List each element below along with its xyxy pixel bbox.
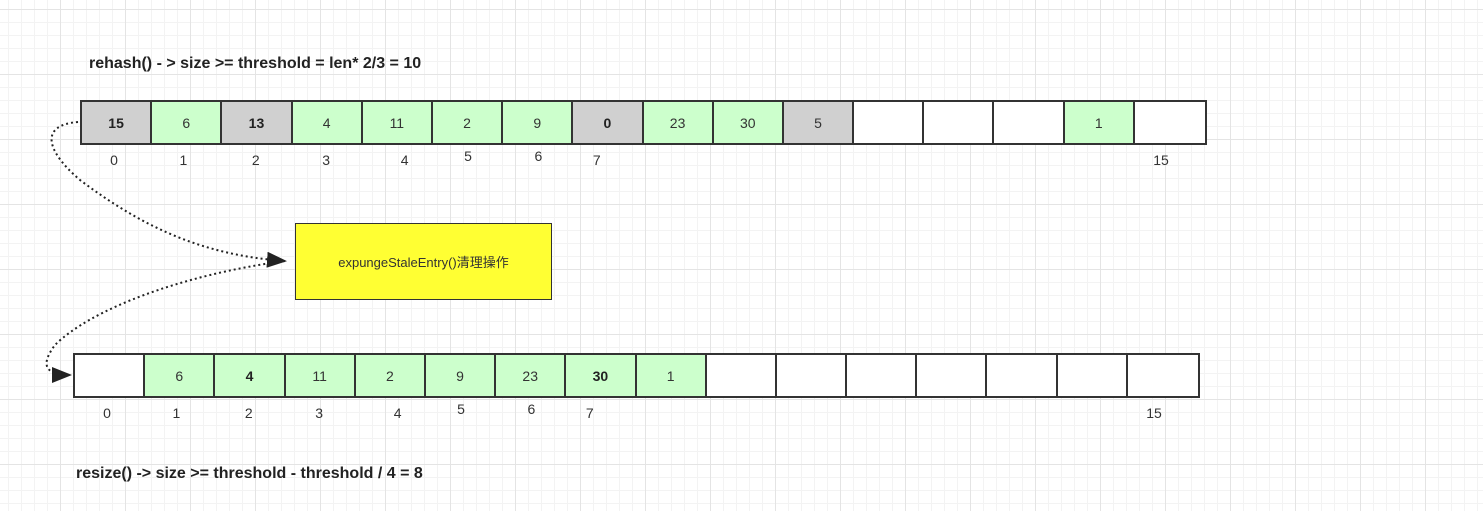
expunge-stale-entry-box: expungeStaleEntry()清理操作 (295, 223, 552, 300)
table-cell: 30 (713, 102, 784, 143)
index-label: 2 (251, 152, 260, 168)
index-label: 2 (244, 405, 253, 421)
table-cell (776, 355, 848, 396)
table-cell: 4 (215, 355, 286, 396)
table-cell: 1 (1064, 102, 1135, 143)
table-cell: 1 (636, 355, 707, 396)
table-cell (847, 355, 918, 396)
table-cell: 11 (362, 102, 433, 143)
table-cell: 13 (222, 102, 293, 143)
table-cell: 9 (425, 355, 497, 396)
table-cell (987, 355, 1058, 396)
table-cell: 11 (285, 355, 356, 396)
table-cell (75, 355, 146, 396)
index-label: 1 (172, 405, 181, 421)
index-label: 1 (179, 152, 188, 168)
table-cell: 6 (152, 102, 223, 143)
table-cell (1127, 355, 1198, 396)
table-cell (706, 355, 777, 396)
table-cell: 23 (643, 102, 714, 143)
index-label: 15 (1146, 405, 1162, 421)
index-label: 6 (527, 401, 536, 417)
table-cell: 9 (503, 102, 574, 143)
arrow-to-expunge (50, 121, 287, 268)
table-cell: 15 (82, 102, 153, 143)
index-label: 6 (534, 148, 543, 164)
index-label: 7 (592, 152, 601, 168)
index-label: 5 (464, 148, 472, 164)
table-cell: 5 (783, 102, 855, 143)
index-label: 0 (110, 152, 118, 168)
process-label: expungeStaleEntry()清理操作 (338, 255, 509, 270)
table-cell (917, 355, 988, 396)
index-label: 4 (393, 405, 402, 421)
table-cell: 2 (355, 355, 426, 396)
table-cell (924, 102, 995, 143)
table-cell (854, 102, 925, 143)
table-cell: 30 (566, 355, 637, 396)
table-after-cleanup: 6 4 11 2 9 23 30 1 (73, 353, 1200, 398)
resize-title: resize() -> size >= threshold - threshol… (76, 465, 423, 482)
index-label: 15 (1153, 152, 1169, 168)
table-cell (994, 102, 1065, 143)
index-label: 0 (103, 405, 111, 421)
table-cell: 2 (432, 102, 504, 143)
table-cell (1057, 355, 1128, 396)
table-before-rehash: 15 6 13 4 11 2 9 0 23 30 5 1 (80, 100, 1207, 145)
index-label: 5 (457, 401, 465, 417)
arrow-to-resized-table (45, 260, 286, 383)
table-cell: 0 (573, 102, 644, 143)
index-label: 3 (322, 152, 331, 168)
index-label: 7 (585, 405, 594, 421)
table-cell (1134, 102, 1205, 143)
table-cell: 6 (145, 355, 216, 396)
rehash-title: rehash() - > size >= threshold = len* 2/… (89, 55, 422, 72)
table-cell: 4 (292, 102, 363, 143)
index-label: 4 (400, 152, 409, 168)
index-label: 3 (315, 405, 324, 421)
table-cell: 23 (496, 355, 567, 396)
